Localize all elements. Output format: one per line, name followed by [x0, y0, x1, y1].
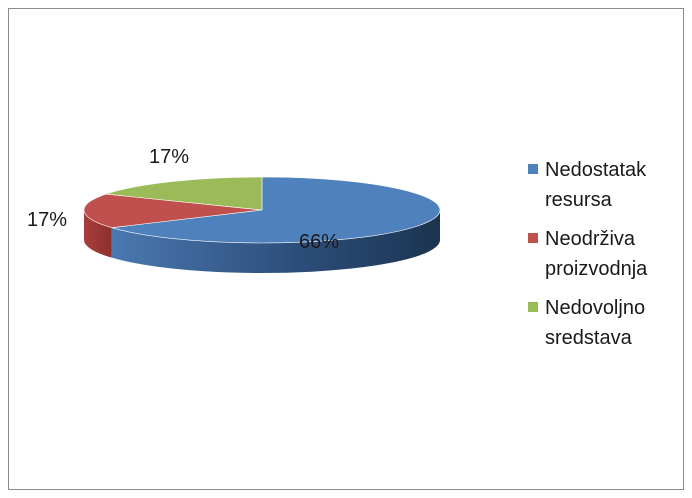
legend-swatch — [528, 233, 538, 243]
legend-label: Nedovoljno sredstava — [545, 293, 685, 353]
data-label-nedovoljno-sredstava: 17% — [149, 146, 189, 168]
legend-item-neodrziva-proizvodnja: Neodrživa proizvodnja — [528, 224, 692, 284]
legend: Nedostatak resursa Neodrživa proizvodnja N… — [528, 155, 692, 362]
legend-item-nedostatak-resursa: Nedostatak resursa — [528, 155, 692, 215]
legend-swatch — [528, 164, 538, 174]
pie-slices — [84, 177, 440, 243]
data-label-neodrziva-proizvodnja: 17% — [27, 209, 67, 231]
legend-label: Nedostatak resursa — [545, 155, 685, 215]
legend-label: Neodrživa proizvodnja — [545, 224, 685, 284]
data-label-nedostatak-resursa: 66% — [299, 231, 339, 253]
legend-item-nedovoljno-sredstava: Nedovoljno sredstava — [528, 293, 692, 353]
chart-area: 66% 17% 17% Nedostatak resursa Neodrživa pr… — [8, 8, 684, 490]
legend-swatch — [528, 302, 538, 312]
